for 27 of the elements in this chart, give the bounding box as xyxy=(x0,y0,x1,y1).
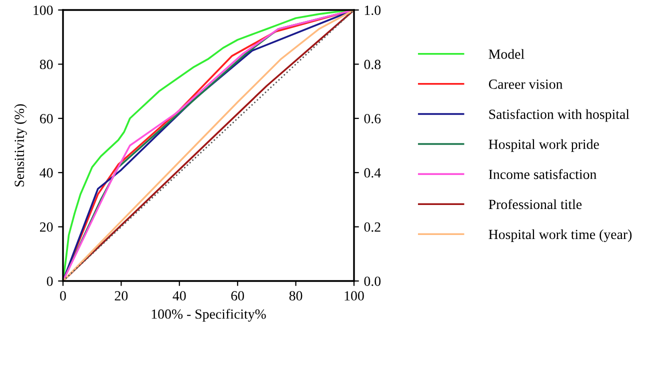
y2-tick-label: 0.6 xyxy=(364,114,381,124)
x-tick-label: 40 xyxy=(172,291,186,300)
legend-label: Income satisfaction xyxy=(488,169,596,180)
y-tick-label: 20 xyxy=(40,222,53,232)
legend-label: Hospital work time (year) xyxy=(488,229,632,242)
x-tick-label: 100 xyxy=(344,291,364,300)
legend-label: Professional title xyxy=(488,199,582,210)
legend-label: Hospital work pride xyxy=(488,139,599,152)
x-tick-label: 60 xyxy=(231,291,244,300)
y-axis-title: Sensitivity (%) xyxy=(14,104,27,186)
y-tick-label: 0 xyxy=(46,276,53,286)
x-tick-label: 80 xyxy=(289,291,302,300)
y2-tick-label: 0.2 xyxy=(364,222,380,232)
y-tick-label: 100 xyxy=(34,6,53,15)
legend-label: Model xyxy=(488,49,524,59)
x-tick-label: 0 xyxy=(60,291,66,300)
x-tick-label: 20 xyxy=(114,291,128,300)
y2-tick-label: 0.4 xyxy=(364,168,381,178)
y-tick-label: 60 xyxy=(40,114,53,124)
y2-tick-label: 1.0 xyxy=(364,6,381,16)
y2-tick-label: 0.8 xyxy=(364,60,381,70)
y-tick-label: 80 xyxy=(40,60,53,70)
legend-label: Satisfaction with hospital xyxy=(489,109,630,122)
legend-label: Career vision xyxy=(488,80,563,89)
y2-tick-label: 0.0 xyxy=(364,276,381,286)
y-tick-label: 40 xyxy=(40,168,53,178)
x-axis-title: 100% - Specificity% xyxy=(152,308,266,322)
